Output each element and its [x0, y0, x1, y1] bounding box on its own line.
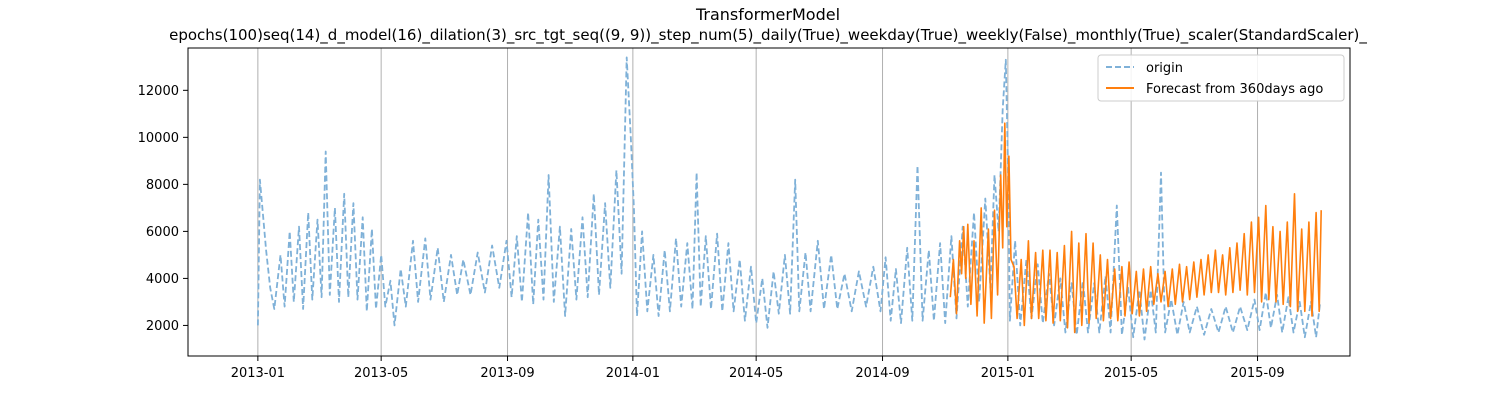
y-tick-label-8000: 8000	[146, 178, 179, 193]
series-layer	[257, 56, 1322, 341]
y-tick-label-4000: 4000	[146, 272, 179, 287]
x-tick-label-2014-05: 2014-05	[729, 366, 783, 381]
x-tick-label-2013-01: 2013-01	[231, 366, 285, 381]
legend-box	[1097, 54, 1345, 102]
x-tick-label-2015-05: 2015-05	[1104, 366, 1158, 381]
x-axis: 2013-01 2013-05 2013-09 2014-01 2014-05 2014-…	[231, 356, 1285, 381]
legend: origin Forecast from 360days ago	[1097, 54, 1345, 102]
y-axis: 2000 4000 6000 8000 10000 12000	[138, 84, 188, 334]
x-tick-label-2015-09: 2015-09	[1230, 366, 1284, 381]
y-tick-label-6000: 6000	[146, 225, 179, 240]
legend-label-origin: origin	[1146, 61, 1183, 76]
x-tick-label-2014-09: 2014-09	[855, 366, 909, 381]
series-forecast-line	[949, 122, 1322, 334]
x-tick-label-2013-05: 2013-05	[354, 366, 408, 381]
chart-subtitle: epochs(100)seq(14)_d_model(16)_dilation(…	[169, 26, 1367, 45]
y-tick-label-10000: 10000	[138, 131, 179, 146]
chart-title: TransformerModel	[695, 5, 840, 24]
plot-frame	[187, 47, 1351, 357]
legend-label-forecast: Forecast from 360days ago	[1146, 82, 1323, 97]
grid-lines	[257, 48, 1259, 356]
y-tick-label-2000: 2000	[146, 319, 179, 334]
x-tick-label-2015-01: 2015-01	[981, 366, 1035, 381]
x-tick-label-2014-01: 2014-01	[606, 366, 660, 381]
y-tick-label-12000: 12000	[138, 84, 179, 99]
x-tick-label-2013-09: 2013-09	[480, 366, 534, 381]
